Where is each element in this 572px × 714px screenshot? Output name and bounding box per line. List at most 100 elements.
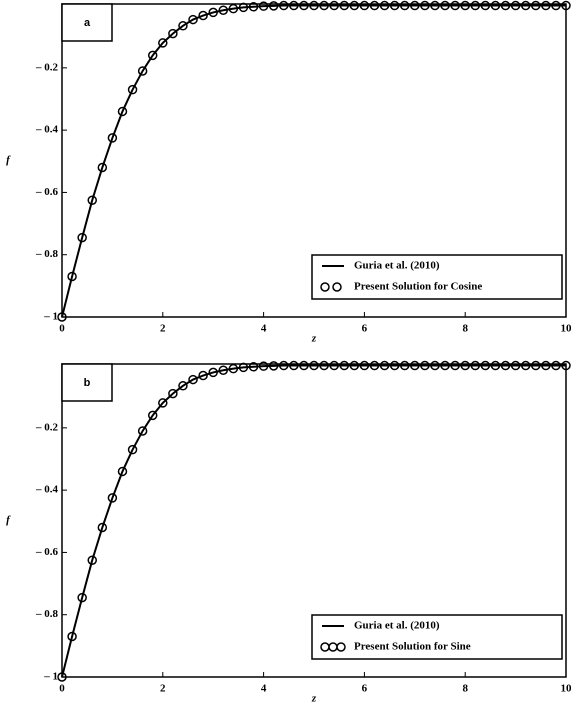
data-point bbox=[268, 361, 279, 371]
data-point bbox=[480, 0, 491, 11]
data-point bbox=[541, 0, 551, 11]
x-tick-label: 4 bbox=[261, 683, 267, 695]
data-point bbox=[188, 374, 198, 385]
data-point bbox=[349, 360, 360, 371]
data-point bbox=[440, 360, 450, 371]
data-point bbox=[117, 106, 128, 117]
data-point bbox=[561, 0, 571, 11]
data-point bbox=[359, 360, 370, 371]
data-point bbox=[168, 28, 178, 39]
panel-label-box bbox=[61, 3, 113, 42]
data-point bbox=[470, 360, 481, 371]
plot-frame bbox=[61, 363, 567, 678]
data-point bbox=[208, 367, 218, 378]
legend-label: Present Solution for Cosine bbox=[354, 281, 482, 293]
x-tick-label: 10 bbox=[561, 683, 572, 695]
data-point bbox=[228, 363, 239, 374]
y-axis-label: f bbox=[6, 514, 11, 526]
data-point bbox=[531, 0, 541, 11]
data-point bbox=[399, 0, 410, 11]
data-point bbox=[551, 0, 561, 11]
data-point bbox=[369, 0, 380, 11]
data-point bbox=[238, 2, 249, 13]
data-point bbox=[228, 3, 239, 14]
data-point bbox=[107, 133, 118, 143]
data-point bbox=[299, 360, 309, 371]
data-point bbox=[289, 0, 299, 11]
data-point bbox=[57, 672, 67, 682]
data-point bbox=[178, 381, 188, 391]
data-point bbox=[268, 1, 279, 11]
data-point bbox=[77, 592, 87, 603]
legend-box bbox=[311, 614, 563, 660]
y-tick-label: – 0.8 bbox=[35, 608, 59, 620]
data-point bbox=[137, 66, 148, 76]
data-point bbox=[389, 0, 400, 11]
x-tick-label: 6 bbox=[362, 323, 368, 335]
x-tick-label: 8 bbox=[462, 323, 468, 335]
data-point bbox=[77, 232, 87, 243]
data-point bbox=[399, 360, 410, 371]
y-tick-label: – 0.6 bbox=[35, 186, 59, 198]
x-tick-label: 2 bbox=[160, 683, 166, 695]
data-point bbox=[460, 0, 470, 11]
data-point bbox=[339, 360, 349, 371]
data-point bbox=[430, 0, 440, 11]
data-point bbox=[188, 14, 198, 25]
data-point bbox=[87, 195, 97, 205]
data-point bbox=[238, 362, 249, 373]
data-point bbox=[198, 10, 208, 21]
x-tick-label: 10 bbox=[561, 323, 572, 335]
data-point bbox=[319, 360, 329, 371]
x-axis-label: z bbox=[311, 333, 317, 345]
y-tick-label: – 0.8 bbox=[35, 248, 59, 260]
data-point bbox=[510, 0, 521, 11]
y-tick-label: – 0.4 bbox=[35, 484, 59, 496]
data-point bbox=[510, 360, 521, 371]
data-point bbox=[218, 5, 229, 15]
data-point bbox=[470, 0, 481, 11]
x-tick-label: 0 bbox=[59, 323, 65, 335]
data-point bbox=[329, 360, 339, 371]
data-point bbox=[359, 0, 370, 11]
data-point bbox=[279, 360, 289, 371]
panel: – 1 – 0.8 – 0.6 – 0.4 – 0.2 0 2 4 6 8 10 z f a Guria e… bbox=[6, 0, 572, 345]
data-point bbox=[339, 0, 349, 11]
y-tick-label: – 0.4 bbox=[35, 124, 59, 136]
legend-marker bbox=[332, 282, 342, 292]
data-point bbox=[208, 7, 218, 18]
data-point bbox=[248, 362, 259, 372]
panel-label: a bbox=[84, 17, 91, 29]
data-point bbox=[500, 0, 511, 11]
x-tick-label: 0 bbox=[59, 683, 65, 695]
data-point bbox=[420, 360, 430, 371]
data-point bbox=[500, 360, 511, 371]
data-point bbox=[299, 0, 309, 11]
data-point bbox=[67, 631, 77, 642]
data-point bbox=[279, 0, 289, 11]
x-tick-label: 4 bbox=[261, 323, 267, 335]
data-point bbox=[450, 360, 460, 371]
y-tick-label: – 1 bbox=[43, 311, 58, 323]
data-point bbox=[490, 360, 501, 371]
data-point bbox=[147, 410, 158, 421]
plot-frame bbox=[61, 3, 567, 318]
data-point bbox=[309, 0, 319, 11]
x-tick-label: 8 bbox=[462, 683, 468, 695]
data-point bbox=[218, 365, 229, 375]
data-point bbox=[137, 426, 148, 436]
legend-label: Present Solution for Sine bbox=[354, 641, 471, 653]
data-point bbox=[520, 0, 531, 11]
data-point bbox=[127, 444, 138, 455]
y-tick-label: – 0.6 bbox=[35, 546, 59, 558]
data-point bbox=[289, 360, 299, 371]
data-point bbox=[531, 360, 541, 371]
data-point bbox=[379, 0, 390, 11]
data-point bbox=[490, 0, 501, 11]
y-tick-label: – 1 bbox=[43, 671, 58, 683]
data-point bbox=[541, 360, 551, 371]
x-tick-label: 2 bbox=[160, 323, 166, 335]
data-point bbox=[420, 0, 430, 11]
data-point bbox=[87, 555, 97, 565]
legend-box bbox=[311, 254, 563, 300]
